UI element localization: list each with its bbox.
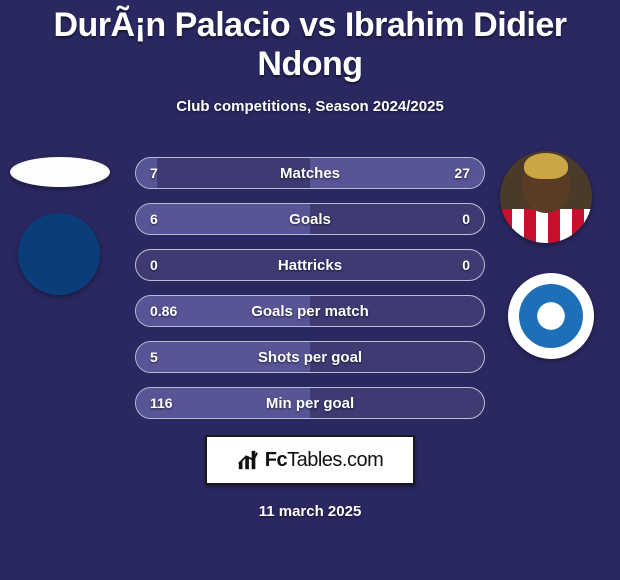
stat-label: Matches	[136, 165, 484, 182]
brand-text: FcTables.com	[265, 449, 384, 472]
stat-label: Goals	[136, 211, 484, 228]
stat-row: 6Goals0	[135, 203, 485, 235]
subtitle: Club competitions, Season 2024/2025	[0, 98, 620, 115]
footer-date: 11 march 2025	[0, 503, 620, 520]
stat-label: Goals per match	[136, 303, 484, 320]
stat-label: Hattricks	[136, 257, 484, 274]
player2-club-badge	[508, 273, 594, 359]
comparison-area: 7Matches27 6Goals0 0Hattricks0 0.86Goals pe…	[0, 157, 620, 427]
stat-label: Min per goal	[136, 395, 484, 412]
chart-icon	[237, 449, 259, 471]
player2-head	[522, 161, 570, 213]
brand-prefix: Fc	[265, 449, 287, 471]
player2-club-inner	[519, 284, 583, 348]
stat-row: 7Matches27	[135, 157, 485, 189]
player1-avatar	[10, 157, 110, 187]
brand-suffix: Tables.com	[287, 449, 383, 471]
stats-column: 7Matches27 6Goals0 0Hattricks0 0.86Goals pe…	[135, 157, 485, 433]
player2-avatar	[500, 151, 592, 243]
stat-row: 0.86Goals per match	[135, 295, 485, 327]
page-title: DurÃ¡n Palacio vs Ibrahim Didier Ndong	[0, 0, 620, 84]
stat-row: 5Shots per goal	[135, 341, 485, 373]
brand-logo[interactable]: FcTables.com	[205, 435, 415, 485]
stat-row: 116Min per goal	[135, 387, 485, 419]
player2-hair	[524, 153, 568, 179]
player2-jersey	[500, 209, 592, 243]
stat-label: Shots per goal	[136, 349, 484, 366]
player1-club-inner	[30, 225, 88, 283]
player1-club-badge	[18, 213, 100, 295]
stat-row: 0Hattricks0	[135, 249, 485, 281]
